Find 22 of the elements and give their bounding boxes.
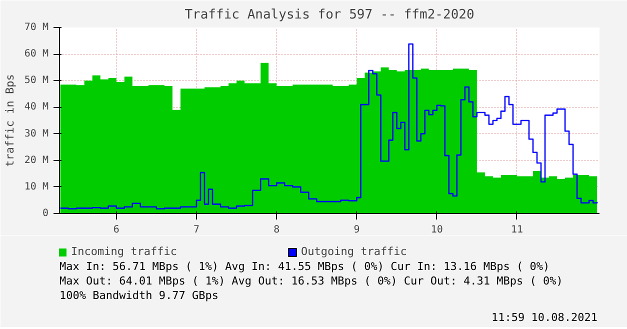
y-tick-label: 0 — [42, 208, 49, 219]
y-tick-label: 50 M — [24, 75, 49, 86]
y-axis-title: traffic in Bps — [3, 74, 16, 167]
y-tick-label: 40 M — [24, 102, 49, 113]
text: 100% Bandwidth 9.77 GBps — [60, 289, 218, 302]
text: Max Out: 64.01 MBps ( 1%) Avg Out: 16.53 MBps ( 0%) Cur Out: 4.31 MBps ( 0%) — [60, 274, 563, 288]
y-tick-label: 70 M — [24, 22, 49, 33]
text: 11:59 10.08.2021 — [492, 311, 598, 324]
y-tick-label: 60 M — [24, 48, 49, 60]
y-tick-label: 30 M — [24, 128, 49, 140]
x-tick-label: 9 — [354, 224, 360, 236]
legend-label: Incoming traffic — [71, 245, 177, 258]
x-tick-label: 8 — [274, 224, 280, 236]
x-tick-label: 6 — [113, 224, 120, 236]
chart-title: Traffic Analysis for 597 -- ffm2-2020 — [184, 8, 474, 22]
y-tick-label: 20 M — [24, 154, 49, 166]
y-tick-label: 10 M — [24, 181, 49, 192]
x-tick-label: 11 — [510, 224, 524, 236]
text: Max In: 56.71 MBps ( 1%) Avg In: 41.55 MBps ( 0%) Cur In: 13.16 MBps ( 0%) — [60, 260, 550, 273]
x-tick-label: 7 — [193, 224, 200, 236]
x-tick-label: 10 — [430, 224, 443, 236]
legend-label: Outgoing traffic — [300, 245, 407, 258]
